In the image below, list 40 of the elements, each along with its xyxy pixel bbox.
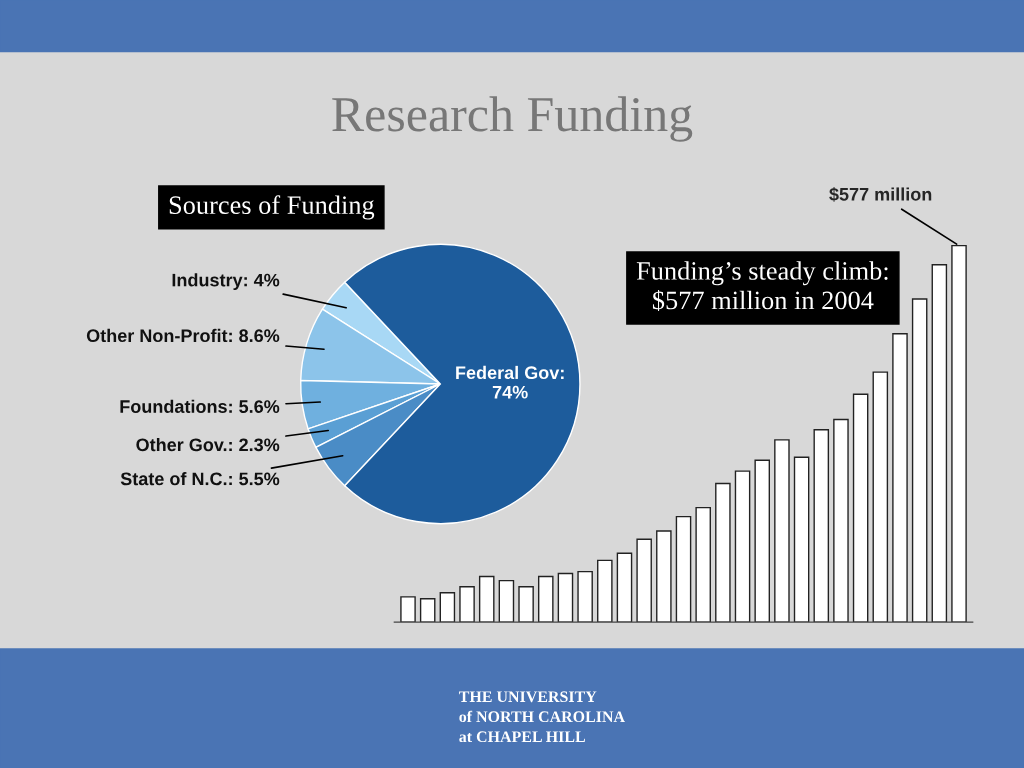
bar — [616, 552, 633, 623]
bar — [931, 264, 948, 623]
slice-label: Federal Gov: 74% — [456, 365, 564, 399]
bar — [400, 596, 416, 623]
text: $577 million — [829, 187, 932, 202]
bar — [833, 418, 849, 623]
bar — [754, 459, 771, 623]
bar — [951, 244, 967, 623]
chart-title: Sources of Funding — [169, 195, 375, 220]
bar — [813, 429, 830, 623]
slice-label: State of N.C.: 5.5% — [120, 472, 280, 486]
bar — [577, 570, 593, 623]
bar — [892, 333, 908, 623]
bar — [518, 585, 534, 623]
bar — [911, 298, 928, 623]
bar — [419, 598, 436, 623]
bar — [597, 559, 613, 623]
bar — [675, 515, 692, 623]
bar — [774, 439, 790, 623]
slice-label: Other Gov.: 2.3% — [136, 437, 280, 452]
bar — [852, 393, 869, 623]
bar — [439, 592, 456, 623]
bar — [498, 579, 515, 623]
text: Research Funding — [332, 96, 693, 142]
bar — [715, 482, 731, 623]
slice-label: Foundations: 5.6% — [120, 399, 280, 413]
bar — [557, 572, 574, 623]
bar — [636, 538, 652, 623]
bar — [656, 530, 672, 623]
slice-label: Other Non-Profit: 8.6% — [86, 328, 280, 343]
bar — [872, 371, 889, 623]
bar — [793, 456, 810, 623]
text: THE UNIVERSITY of NORTH CAROLINA at CHAPEL HILL — [459, 691, 625, 743]
text: Funding’s steady climb: $577 million in 2004 — [636, 261, 888, 312]
bar — [459, 585, 475, 623]
slice-label: Industry: 4% — [172, 273, 280, 291]
bar — [695, 506, 711, 623]
bar — [734, 470, 751, 623]
bar — [478, 575, 495, 623]
bar — [537, 575, 554, 623]
